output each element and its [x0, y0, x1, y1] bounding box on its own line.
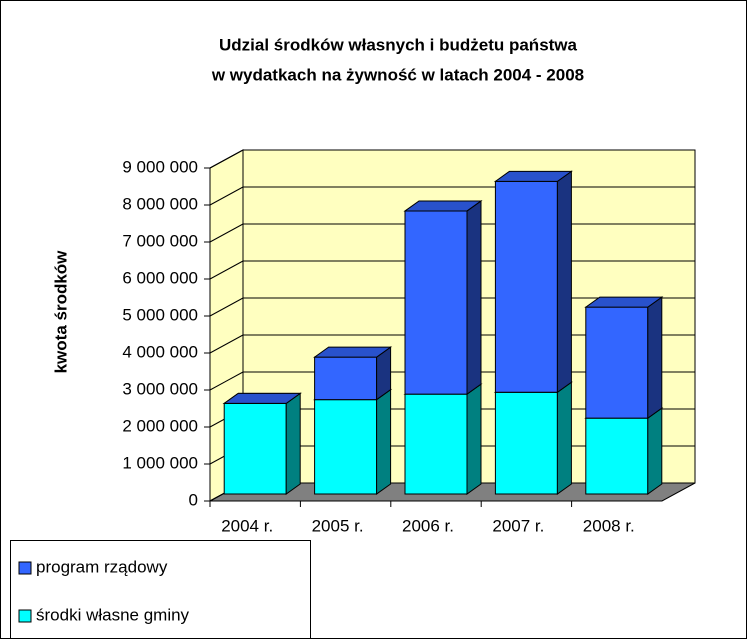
bar-side [285, 392, 301, 495]
legend-label: środki własne gminy [36, 605, 190, 624]
y-tick-label: 6 000 000 [122, 268, 198, 287]
grid-line [209, 223, 244, 243]
grid-line [209, 186, 244, 206]
legend-swatch [18, 561, 32, 575]
bar-side [647, 296, 663, 420]
bar-side [466, 199, 482, 396]
chart-title: w wydatkach na żywność w latach 2004 - 2… [211, 65, 584, 84]
bar-side [556, 381, 572, 495]
y-tick-label: 8 000 000 [122, 194, 198, 213]
bar [403, 199, 483, 396]
y-tick-label: 0 [189, 490, 198, 509]
grid-line [209, 260, 244, 280]
x-tick-label: 2008 r. [583, 516, 635, 535]
bar-front [404, 210, 468, 395]
bar [222, 392, 302, 495]
bar [313, 346, 393, 401]
bar-front [223, 402, 287, 495]
bar-front [404, 393, 468, 495]
bar [584, 296, 664, 420]
bar [584, 407, 664, 495]
bar-front [314, 356, 378, 401]
y-tick-label: 3 000 000 [122, 379, 198, 398]
y-axis-label: kwota środków [51, 250, 70, 374]
grid-line [209, 297, 244, 317]
bar-top [313, 346, 393, 358]
x-tick-label: 2006 r. [402, 516, 454, 535]
bar-front [314, 399, 378, 495]
x-tick-label: 2004 r. [221, 516, 273, 535]
y-tick-label: 2 000 000 [122, 416, 198, 435]
x-tick-label: 2005 r. [312, 516, 364, 535]
bar-top [403, 200, 483, 212]
bar-front [585, 417, 649, 495]
bar-side [556, 170, 572, 394]
bar [493, 170, 573, 394]
bar [222, 392, 302, 404]
y-tick-label: 7 000 000 [122, 231, 198, 250]
bar [313, 388, 393, 495]
bar-side [376, 388, 392, 495]
y-tick-label: 1 000 000 [122, 453, 198, 472]
chart-title: Udzial środków własnych i budżetu państw… [219, 35, 578, 54]
bar-top [222, 392, 302, 404]
bar-side [647, 407, 663, 495]
legend-box [10, 540, 311, 639]
bar-front [494, 391, 558, 495]
grid-line [209, 149, 244, 169]
grid-line [209, 371, 244, 391]
legend-swatch [18, 609, 32, 623]
bar [403, 383, 483, 495]
legend-label: program rządowy [36, 557, 168, 576]
bar-top [584, 296, 664, 308]
y-tick-label: 9 000 000 [122, 157, 198, 176]
bar [493, 381, 573, 495]
bar-side [466, 383, 482, 495]
grid-line [209, 334, 244, 354]
y-tick-label: 5 000 000 [122, 305, 198, 324]
bar-top [493, 170, 573, 182]
bar-front [585, 306, 649, 419]
x-tick-label: 2007 r. [492, 516, 544, 535]
bar-front [494, 180, 558, 393]
y-tick-label: 4 000 000 [122, 342, 198, 361]
